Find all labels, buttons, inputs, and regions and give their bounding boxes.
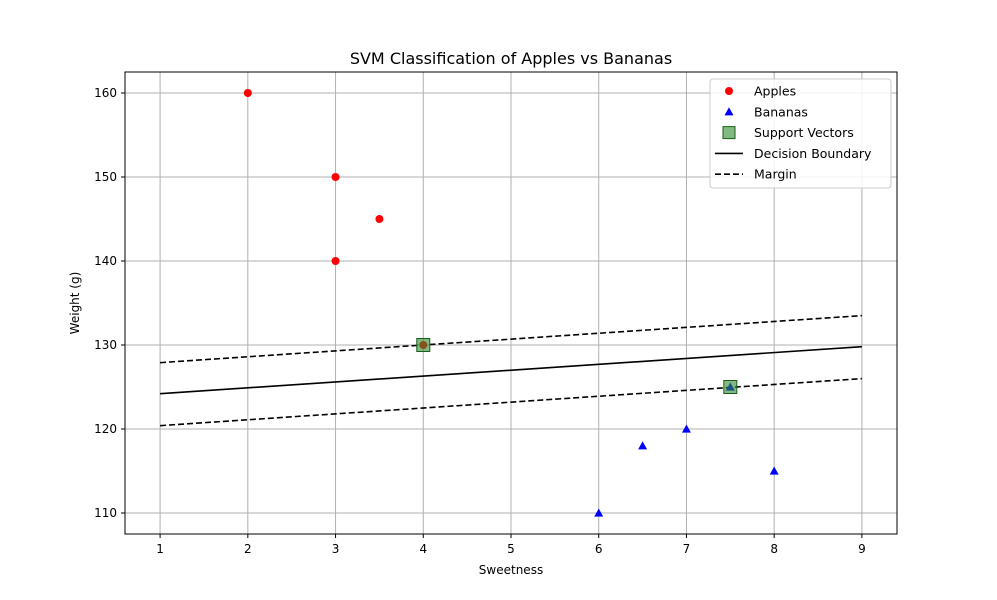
bananas-point <box>681 424 691 433</box>
x-axis-label: Sweetness <box>479 563 543 577</box>
x-tick-label: 3 <box>332 542 340 556</box>
y-axis-ticks: 110 120 130 140 150 160 <box>94 86 125 520</box>
data-points <box>243 89 779 517</box>
y-tick-label: 160 <box>94 86 117 100</box>
y-tick-label: 140 <box>94 254 117 268</box>
y-tick-label: 110 <box>94 506 117 520</box>
legend-label: Decision Boundary <box>754 146 872 161</box>
x-tick-label: 6 <box>595 542 603 556</box>
bananas-point <box>638 441 648 450</box>
y-tick-label: 130 <box>94 338 117 352</box>
y-tick-label: 120 <box>94 422 117 436</box>
legend-label: Bananas <box>754 104 808 119</box>
legend: Apples Bananas Support Vectors Decision Bou… <box>709 78 892 189</box>
x-tick-label: 1 <box>156 542 164 556</box>
bananas-point <box>769 466 779 475</box>
apples-point <box>331 173 340 181</box>
legend-label: Margin <box>754 167 797 182</box>
decision-boundary-line <box>160 345 862 395</box>
y-tick-label: 150 <box>94 170 117 184</box>
x-tick-label: 4 <box>419 542 427 556</box>
support-vectors-point <box>416 338 431 352</box>
chart-title: SVM Classification of Apples vs Bananas <box>350 49 672 68</box>
x-tick-label: 2 <box>244 542 252 556</box>
apples-point <box>243 89 252 97</box>
legend-marker-apples <box>725 87 733 95</box>
x-tick-label: 5 <box>507 542 515 556</box>
apples-point <box>331 257 340 265</box>
legend-box <box>709 78 892 189</box>
support-vectors-point <box>723 380 738 394</box>
decision-lines <box>160 314 862 427</box>
bananas-point <box>594 508 604 517</box>
legend-label: Support Vectors <box>754 125 854 140</box>
x-tick-label: 9 <box>858 542 866 556</box>
legend-marker-bananas <box>724 107 734 116</box>
margin-line <box>160 377 862 427</box>
legend-marker-support-vectors <box>722 126 736 140</box>
margin-line <box>160 314 862 364</box>
apples-point <box>375 215 384 223</box>
x-tick-label: 8 <box>770 542 778 556</box>
y-axis-label: Weight (g) <box>68 272 82 335</box>
x-tick-label: 7 <box>683 542 691 556</box>
x-axis-ticks: 1 2 3 4 5 6 7 8 9 <box>156 534 866 556</box>
legend-label: Apples <box>754 84 796 99</box>
